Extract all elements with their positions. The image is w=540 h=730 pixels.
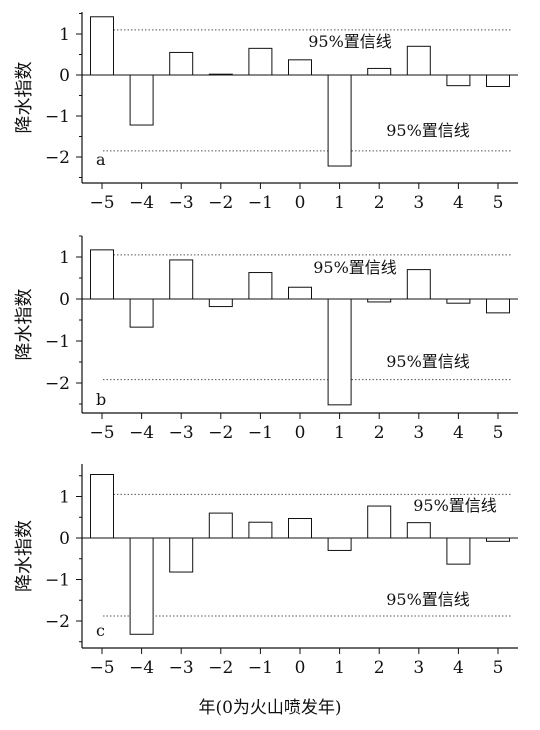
x-tick-label: 3: [413, 658, 424, 678]
y-tick-label: −2: [45, 374, 70, 394]
y-axis-label: 降水指数: [14, 62, 35, 134]
x-tick-label: −3: [169, 193, 194, 213]
bar: [208, 73, 233, 76]
y-tick-label: −2: [45, 148, 70, 168]
x-tick-label: −1: [248, 193, 273, 213]
bar: [486, 298, 510, 314]
confidence-label-lower: 95%置信线: [386, 352, 470, 371]
bar: [288, 517, 312, 539]
x-tick-label: 4: [453, 423, 464, 443]
x-tick-label: 0: [295, 193, 306, 213]
confidence-label-lower: 95%置信线: [386, 590, 470, 609]
bar: [208, 512, 233, 539]
x-tick-label: −4: [129, 193, 154, 213]
y-axis-label: 降水指数: [14, 520, 35, 592]
x-tick-label: −4: [129, 658, 154, 678]
x-tick-label: 1: [334, 193, 345, 213]
y-tick-label: −1: [45, 107, 70, 127]
bar: [169, 259, 194, 300]
y-tick-label: 1: [59, 248, 70, 268]
bar: [486, 537, 510, 542]
y-tick-label: −1: [45, 571, 70, 591]
y-tick-label: 0: [59, 290, 70, 310]
x-tick-label: −5: [89, 193, 114, 213]
confidence-label-upper: 95%置信线: [413, 496, 497, 515]
x-tick-label: −5: [89, 423, 114, 443]
x-tick-label: 0: [295, 658, 306, 678]
bar: [129, 298, 154, 328]
confidence-label-lower: 95%置信线: [386, 121, 470, 140]
bar: [90, 249, 114, 300]
bar: [327, 74, 352, 167]
bar: [208, 298, 233, 308]
panel-label: b: [96, 390, 106, 409]
bar: [406, 522, 431, 539]
x-tick-label: 0: [295, 423, 306, 443]
bar: [248, 272, 273, 300]
x-tick-label: −2: [208, 658, 233, 678]
bar: [129, 74, 154, 126]
x-tick-label: 4: [453, 193, 464, 213]
x-tick-label: 3: [413, 423, 424, 443]
y-axis-label: 降水指数: [14, 289, 35, 361]
y-tick-label: 1: [59, 25, 70, 45]
y-tick-label: 0: [59, 66, 70, 86]
x-tick-label: 2: [374, 423, 385, 443]
x-tick-label: 5: [493, 658, 504, 678]
confidence-label-upper: 95%置信线: [308, 32, 392, 51]
confidence-label-upper: 95%置信线: [313, 258, 397, 277]
bar: [248, 521, 273, 539]
x-tick-label: −1: [248, 423, 273, 443]
bar: [367, 298, 392, 303]
bar: [446, 298, 471, 304]
bar: [288, 286, 312, 300]
bar: [129, 537, 154, 635]
y-tick-label: 1: [59, 488, 70, 508]
bar: [446, 537, 471, 565]
x-axis-label: 年(0为火山喷发年): [198, 698, 342, 718]
x-tick-label: −3: [169, 658, 194, 678]
bar: [248, 47, 273, 76]
x-tick-label: −2: [208, 193, 233, 213]
x-tick-label: −3: [169, 423, 194, 443]
panel-label: c: [96, 621, 105, 640]
bar: [406, 269, 431, 300]
x-tick-label: 1: [334, 658, 345, 678]
bar: [486, 74, 510, 87]
y-tick-label: −2: [45, 612, 70, 632]
x-tick-label: 2: [374, 193, 385, 213]
bar: [169, 537, 194, 573]
x-tick-label: −4: [129, 423, 154, 443]
x-tick-label: 1: [334, 423, 345, 443]
y-tick-label: 0: [59, 529, 70, 549]
x-tick-label: 5: [493, 423, 504, 443]
bar: [446, 74, 471, 87]
x-tick-label: −5: [89, 658, 114, 678]
x-tick-label: 3: [413, 193, 424, 213]
x-tick-label: 4: [453, 658, 464, 678]
x-tick-label: 5: [493, 193, 504, 213]
bar: [406, 45, 431, 76]
y-tick-label: −1: [45, 332, 70, 352]
bar: [367, 505, 392, 539]
x-tick-label: −1: [248, 658, 273, 678]
bar: [90, 474, 114, 539]
bar: [327, 537, 352, 551]
bar: [367, 67, 392, 76]
bar: [90, 16, 114, 76]
bar: [288, 59, 312, 76]
bar: [327, 298, 352, 406]
bar: [169, 51, 194, 76]
panel-label: a: [96, 150, 106, 169]
x-tick-label: 2: [374, 658, 385, 678]
x-tick-label: −2: [208, 423, 233, 443]
